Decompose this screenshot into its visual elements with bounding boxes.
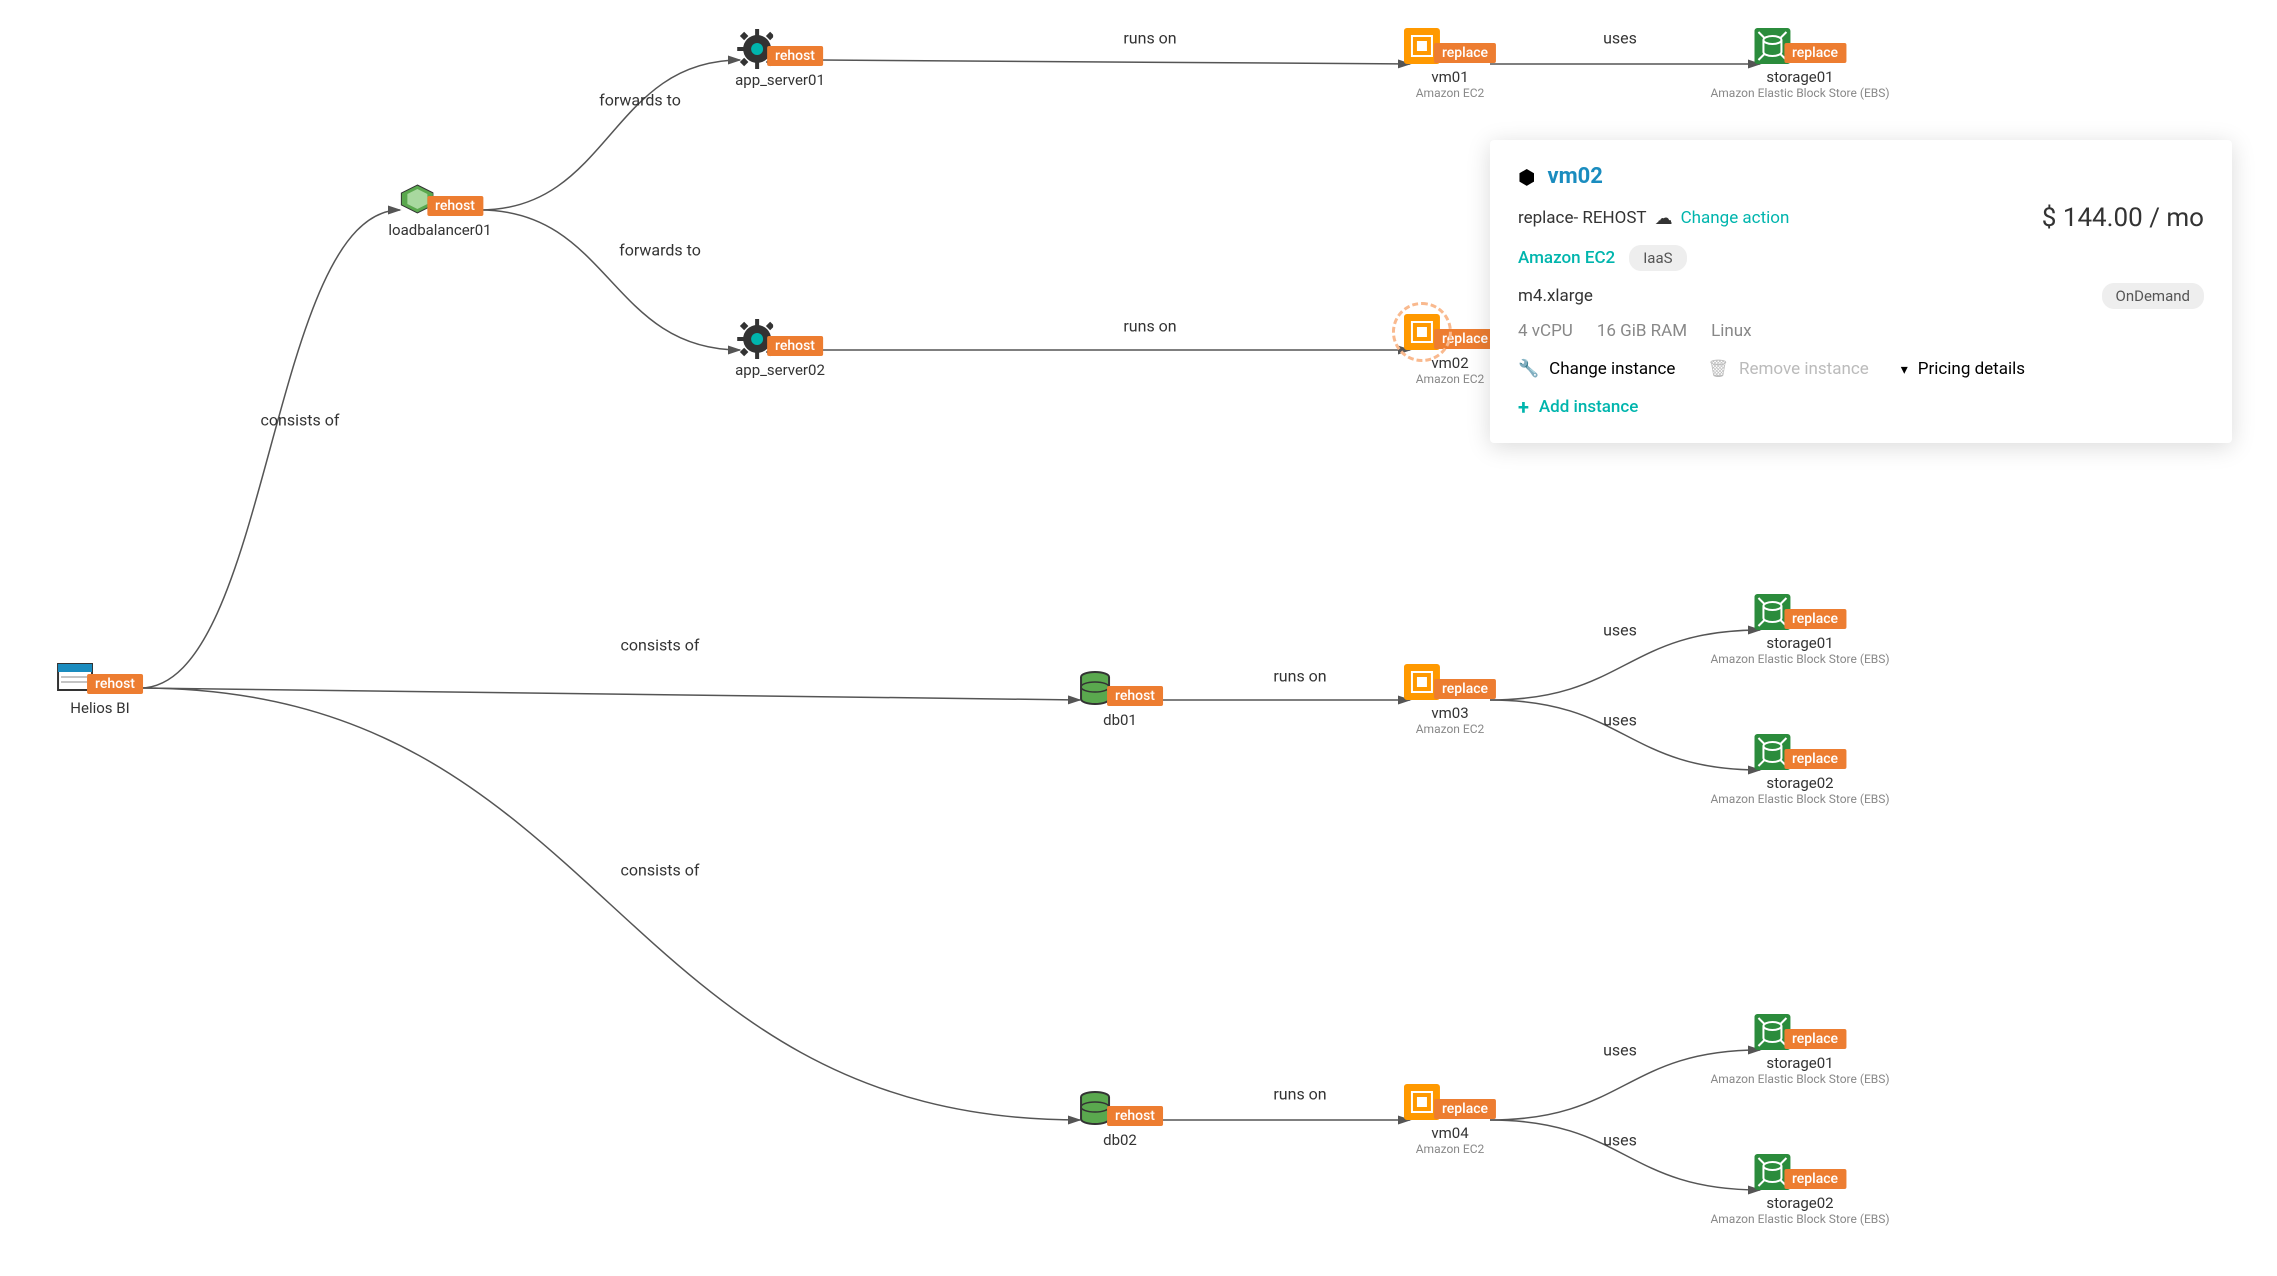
badge-rehost: rehost — [767, 336, 823, 356]
edge-lb-app1 — [480, 60, 740, 210]
badge-replace: replace — [1784, 749, 1846, 769]
badge-replace: replace — [1434, 43, 1496, 63]
instance-type-text: m4.xlarge — [1518, 286, 1593, 306]
edge-label: forwards to — [599, 91, 681, 110]
selected-ring — [1392, 302, 1452, 362]
node-label: storage02 — [1766, 1194, 1833, 1212]
node-sublabel: Amazon Elastic Block Store (EBS) — [1710, 652, 1889, 666]
node-st01b[interactable]: replace storage01Amazon Elastic Block Sto… — [1710, 594, 1889, 666]
node-db01[interactable]: rehost db01 — [1077, 671, 1163, 729]
node-label: db01 — [1103, 711, 1137, 729]
edge-label: uses — [1603, 621, 1637, 640]
node-label: vm01 — [1431, 68, 1468, 86]
replace-action-text: replace- REHOST — [1518, 208, 1647, 228]
node-sublabel: Amazon EC2 — [1416, 372, 1485, 386]
plus-icon: + — [1518, 395, 1529, 419]
node-label: storage01 — [1766, 1054, 1833, 1072]
badge-replace: replace — [1784, 609, 1846, 629]
edge-root-db01 — [140, 688, 1080, 700]
edge-app1-vm01 — [820, 60, 1410, 64]
edge-label: runs on — [1123, 317, 1176, 336]
node-sublabel: Amazon Elastic Block Store (EBS) — [1710, 792, 1889, 806]
change-instance-button[interactable]: 🔧 Change instance — [1518, 359, 1675, 379]
badge-replace: replace — [1434, 1099, 1496, 1119]
node-st01c[interactable]: replace storage01Amazon Elastic Block Sto… — [1710, 1014, 1889, 1086]
node-sublabel: Amazon EC2 — [1416, 1142, 1485, 1156]
node-label: vm03 — [1431, 704, 1468, 722]
node-sublabel: Amazon Elastic Block Store (EBS) — [1710, 86, 1889, 100]
edge-root-lb — [140, 210, 400, 688]
spec-ram: 16 GiB RAM — [1597, 321, 1687, 341]
edge-label: consists of — [621, 861, 700, 880]
details-panel: ⬢ vm02 replace- REHOST Change action $ 1… — [1490, 140, 2232, 443]
edge-lb-app2 — [480, 210, 740, 350]
edge-label: uses — [1603, 711, 1637, 730]
edge-label: runs on — [1273, 667, 1326, 686]
badge-rehost: rehost — [1107, 1106, 1163, 1126]
node-sublabel: Amazon EC2 — [1416, 86, 1485, 100]
edge-label: uses — [1603, 1041, 1637, 1060]
node-label: Helios BI — [70, 699, 129, 717]
pricing-model-chip: OnDemand — [2102, 283, 2204, 309]
panel-title: vm02 — [1547, 164, 1602, 189]
spec-os: Linux — [1711, 321, 1751, 341]
node-app1[interactable]: rehost app_server01 — [735, 31, 825, 89]
node-label: vm04 — [1431, 1124, 1468, 1142]
badge-replace: replace — [1434, 679, 1496, 699]
node-label: db02 — [1103, 1131, 1137, 1149]
add-instance-button[interactable]: + Add instance — [1518, 395, 2204, 419]
node-sublabel: Amazon EC2 — [1416, 722, 1485, 736]
edge-label: runs on — [1273, 1085, 1326, 1104]
node-st02[interactable]: replace storage02Amazon Elastic Block Sto… — [1710, 734, 1889, 806]
node-vm01[interactable]: replace vm01Amazon EC2 — [1404, 28, 1496, 100]
edge-label: uses — [1603, 29, 1637, 48]
edge-label: consists of — [621, 636, 700, 655]
badge-rehost: rehost — [87, 674, 143, 694]
node-root[interactable]: rehost Helios BI — [57, 659, 143, 717]
edge-label: uses — [1603, 1131, 1637, 1150]
edge-label: forwards to — [619, 241, 701, 260]
node-label: app_server01 — [735, 71, 825, 89]
badge-rehost: rehost — [427, 196, 483, 216]
edge-root-db02 — [140, 688, 1080, 1120]
node-label: storage01 — [1766, 68, 1833, 86]
pricing-details-button[interactable]: Pricing details — [1901, 359, 2025, 379]
edge-label: runs on — [1123, 29, 1176, 48]
node-vm02[interactable]: replacevm02Amazon EC2 — [1404, 314, 1496, 386]
trash-icon: 🗑 — [1707, 359, 1729, 379]
node-label: storage02 — [1766, 774, 1833, 792]
remove-instance-button[interactable]: 🗑 Remove instance — [1707, 359, 1868, 379]
node-app2[interactable]: rehost app_server02 — [735, 321, 825, 379]
node-vm03[interactable]: replace vm03Amazon EC2 — [1404, 664, 1496, 736]
node-lb[interactable]: rehost loadbalancer01 — [388, 181, 491, 239]
service-tier-chip: IaaS — [1629, 245, 1686, 271]
node-sublabel: Amazon Elastic Block Store (EBS) — [1710, 1212, 1889, 1226]
node-label: storage01 — [1766, 634, 1833, 652]
badge-replace: replace — [1784, 1029, 1846, 1049]
change-action-link[interactable]: Change action — [1681, 208, 1790, 228]
node-vm04[interactable]: replace vm04Amazon EC2 — [1404, 1084, 1496, 1156]
spec-cpu: 4 vCPU — [1518, 321, 1573, 341]
caret-icon — [1901, 359, 1908, 379]
node-sublabel: Amazon Elastic Block Store (EBS) — [1710, 1072, 1889, 1086]
cloud-icon — [1655, 208, 1673, 229]
node-db02[interactable]: rehost db02 — [1077, 1091, 1163, 1149]
service-link[interactable]: Amazon EC2 — [1518, 248, 1615, 268]
badge-replace: replace — [1784, 43, 1846, 63]
badge-rehost: rehost — [767, 46, 823, 66]
badge-rehost: rehost — [1107, 686, 1163, 706]
node-label: loadbalancer01 — [388, 221, 491, 239]
cube-icon: ⬢ — [1518, 165, 1535, 189]
price-text: $ 144.00 / mo — [2042, 203, 2204, 233]
node-label: app_server02 — [735, 361, 825, 379]
wrench-icon: 🔧 — [1518, 359, 1539, 379]
badge-replace: replace — [1784, 1169, 1846, 1189]
node-st01[interactable]: replace storage01Amazon Elastic Block Sto… — [1710, 28, 1889, 100]
node-st02b[interactable]: replace storage02Amazon Elastic Block Sto… — [1710, 1154, 1889, 1226]
edge-label: consists of — [261, 411, 340, 430]
